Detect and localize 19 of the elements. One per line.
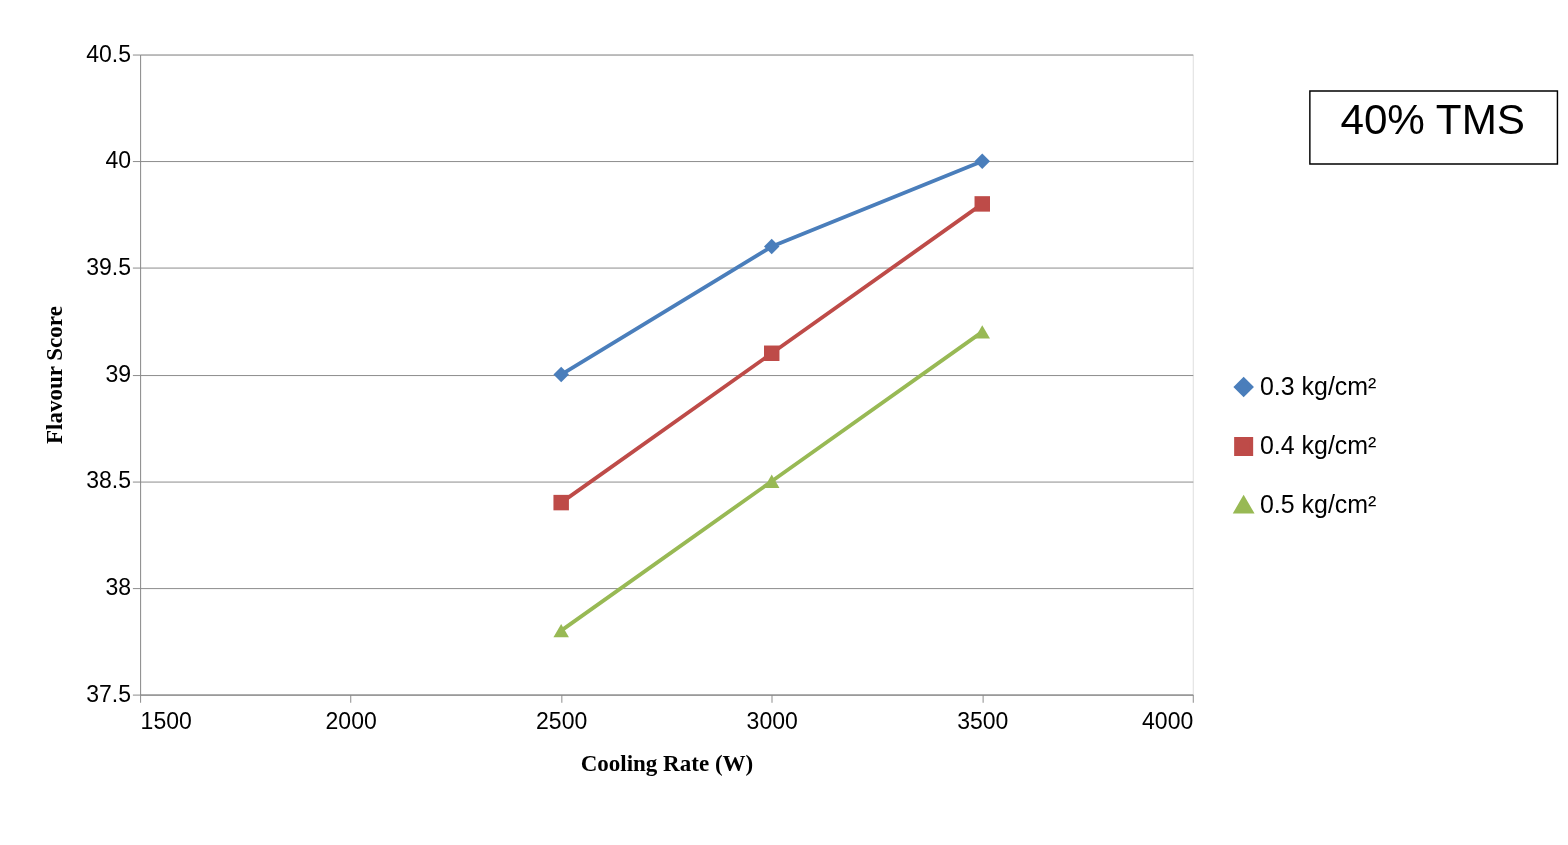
x-tick-label: 2000 xyxy=(325,707,377,734)
x-tick-label: 2500 xyxy=(536,707,588,734)
x-tick-label: 1500 xyxy=(140,707,192,734)
y-axis-title: Flavour Score xyxy=(41,306,68,445)
text: 40% TMS xyxy=(1340,96,1525,144)
legend-label: 0.5 kg/cm² xyxy=(1259,489,1377,518)
legend-label: 0.4 kg/cm² xyxy=(1259,431,1377,460)
y-tick-label: 37.5 xyxy=(86,680,131,707)
y-tick-label: 40 xyxy=(105,147,131,174)
y-tick-label: 40.5 xyxy=(86,40,131,67)
x-tick-label: 4000 xyxy=(1142,707,1194,734)
x-axis-title: Cooling Rate (W) xyxy=(580,749,754,776)
x-tick-label: 3500 xyxy=(957,707,1009,734)
y-tick-label: 39.5 xyxy=(86,254,131,281)
y-tick-label: 38.5 xyxy=(86,467,131,494)
y-tick-label: 39 xyxy=(105,360,131,387)
legend-label: 0.3 kg/cm² xyxy=(1259,371,1377,400)
x-tick-label: 3000 xyxy=(746,707,798,734)
y-tick-label: 38 xyxy=(105,574,131,601)
